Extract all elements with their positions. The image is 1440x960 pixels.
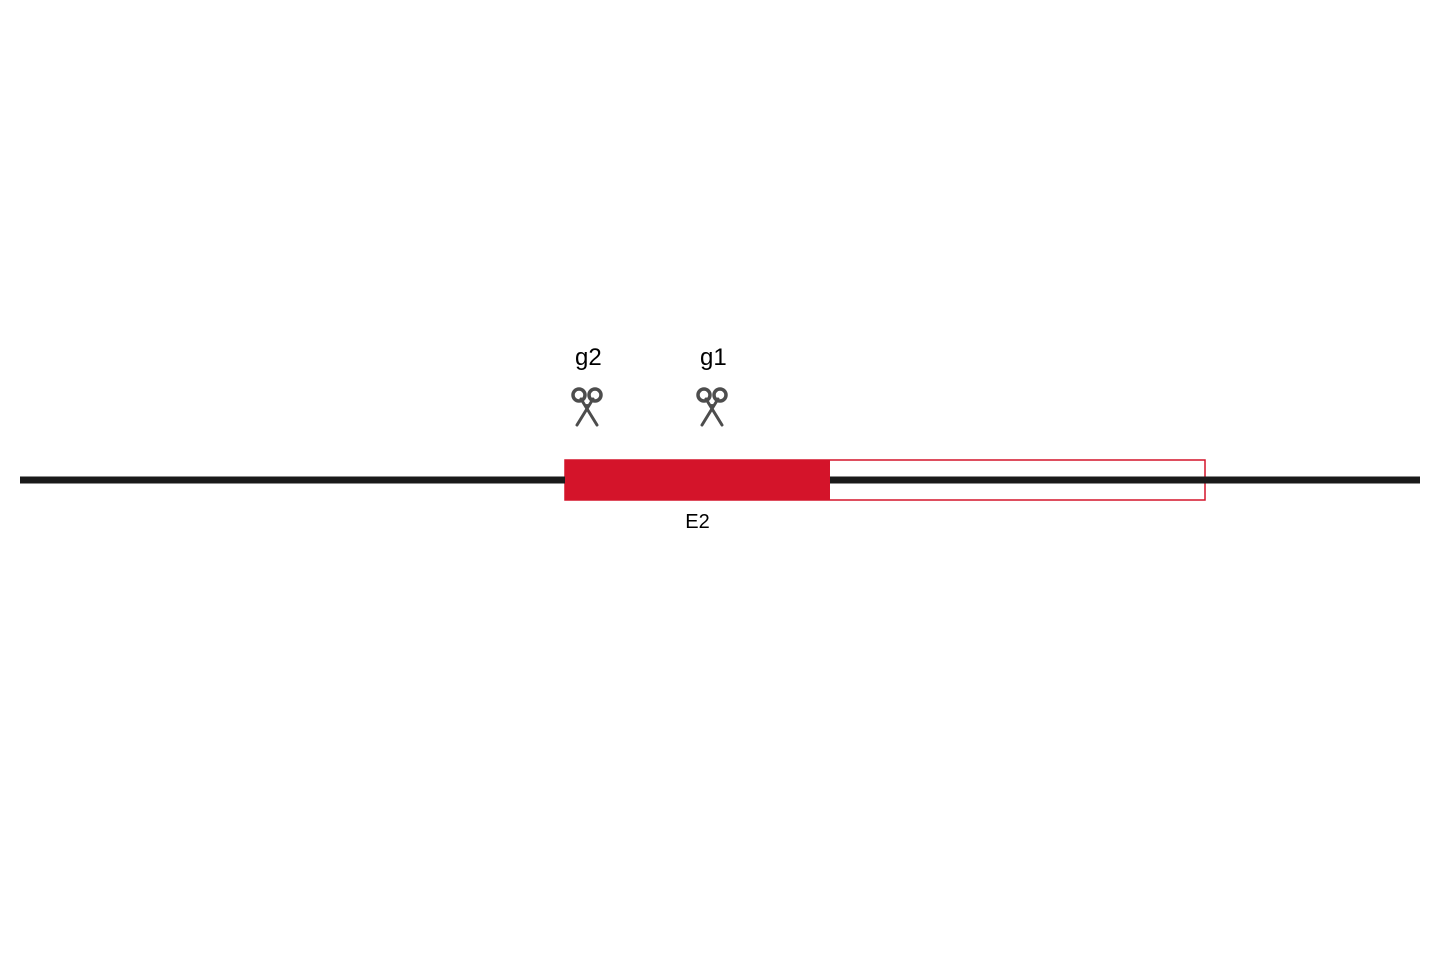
gene-diagram: E2 g2 g1: [0, 0, 1440, 960]
scissor-icon: [698, 389, 726, 425]
exon-box-filled: [565, 460, 830, 500]
guide-label-g1: g1: [700, 344, 727, 371]
exon-label: E2: [685, 511, 709, 533]
guides-layer: g2 g1: [573, 344, 727, 425]
guide-g1: g1: [698, 344, 727, 425]
guide-label-g2: g2: [575, 344, 602, 371]
scissor-icon: [573, 389, 601, 425]
guide-g2: g2: [573, 344, 602, 425]
